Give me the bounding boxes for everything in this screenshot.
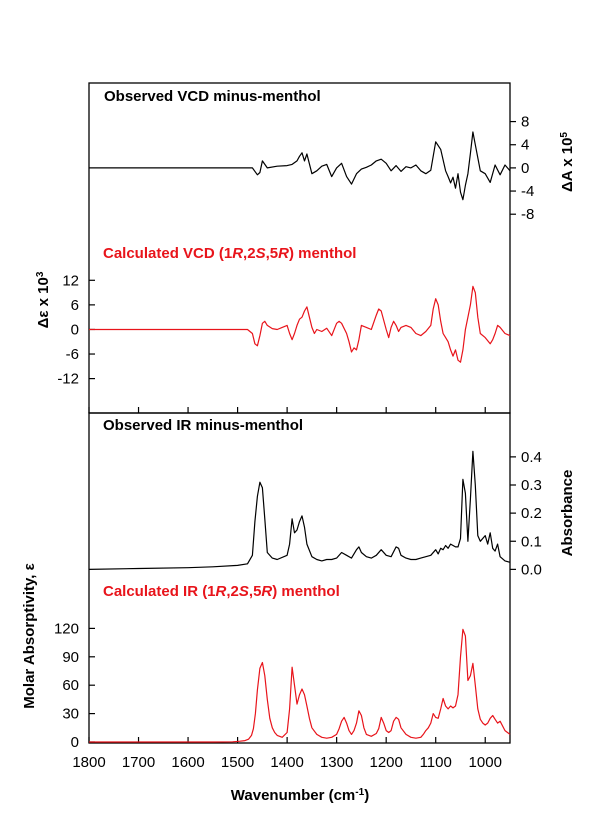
calculated-vcd-title: Calculated VCD (1R,2S,5R) menthol <box>103 245 356 262</box>
x-tick-label: 1100 <box>420 754 452 771</box>
x-tick: 1300 <box>320 407 353 771</box>
y-tick-label: 0.0 <box>521 561 542 578</box>
ir-panel-frame <box>88 412 511 744</box>
panel-frames <box>88 82 511 744</box>
x-tick-label: 1500 <box>221 754 254 771</box>
x-tick: 1000 <box>469 407 502 771</box>
calculated-ir-y-tick: 60 <box>62 677 95 694</box>
x-tick: 1400 <box>270 407 304 771</box>
calculated-vcd-y-tick: -12 <box>57 371 95 388</box>
calculated-vcd-axis-title: Δε x 103 <box>35 271 53 328</box>
observed-vcd-axis-title: ΔA x 105 <box>559 132 577 192</box>
y-tick-label: 120 <box>54 620 79 637</box>
y-tick-label: 0.2 <box>521 505 542 522</box>
x-tick-label: 1600 <box>171 754 204 771</box>
series-layer <box>88 131 511 743</box>
observed-vcd-y-tick: 4 <box>510 137 529 154</box>
calculated-vcd-y-tick: -6 <box>66 346 95 363</box>
calculated-ir-y-tick: 30 <box>62 706 95 723</box>
x-tick: 1100 <box>420 407 452 771</box>
observed-ir-title: Observed IR minus-menthol <box>103 417 303 434</box>
observed-vcd-y-tick: -8 <box>510 206 534 223</box>
calculated-vcd-y-tick: 6 <box>71 297 95 314</box>
y-tick-label: 0.3 <box>521 477 542 494</box>
calculated-ir-series-line <box>89 628 511 743</box>
y-tick-label: 0 <box>521 160 529 177</box>
y-tick-label: 0 <box>71 734 79 751</box>
y-tick-label: -8 <box>521 206 534 223</box>
y-tick-label: 60 <box>62 677 79 694</box>
observed-ir-axis-title: Absorbance <box>559 470 576 557</box>
observed-vcd-y-tick: 8 <box>510 114 529 131</box>
observed-ir-y-tick: 0.0 <box>510 561 542 578</box>
y-tick-label: 90 <box>62 649 79 666</box>
y-tick-label: -12 <box>57 371 79 388</box>
x-tick-label: 1200 <box>369 754 402 771</box>
y-tick-label: 30 <box>62 706 79 723</box>
calculated-vcd-series-line <box>89 285 511 363</box>
observed-vcd-series-line <box>89 131 511 201</box>
observed-ir-series-line <box>88 450 511 570</box>
y-tick-label: -4 <box>521 183 534 200</box>
observed-ir-y-tick: 0.1 <box>510 533 542 550</box>
observed-ir-y-tick: 0.3 <box>510 477 542 494</box>
x-tick-label: 1400 <box>270 754 303 771</box>
y-tick-label: 0 <box>71 321 79 338</box>
x-axis-title: Wavenumber (cm-1) <box>231 787 369 805</box>
x-tick: 1200 <box>369 407 403 771</box>
y-tick-label: 8 <box>521 114 529 131</box>
observed-vcd-y-tick: -4 <box>510 183 534 200</box>
y-tick-label: 12 <box>62 272 79 289</box>
ticks-layer: 840-4-81260-6-120.40.30.20.10.0120906030… <box>54 114 542 771</box>
observed-vcd-y-tick: 0 <box>510 160 529 177</box>
calculated-ir-y-tick: 120 <box>54 620 95 637</box>
y-tick-label: -6 <box>66 346 79 363</box>
x-tick-label: 1800 <box>72 754 105 771</box>
x-tick: 1600 <box>171 407 205 771</box>
observed-vcd-title: Observed VCD minus-menthol <box>104 88 321 105</box>
calculated-ir-title: Calculated IR (1R,2S,5R) menthol <box>103 583 340 600</box>
calculated-vcd-y-tick: 12 <box>62 272 95 289</box>
x-tick-label: 1300 <box>320 754 353 771</box>
x-tick-label: 1700 <box>122 754 155 771</box>
calculated-ir-axis-title: Molar Absorptivity, ε <box>21 563 38 708</box>
y-tick-label: 6 <box>71 297 79 314</box>
calculated-ir-y-tick: 90 <box>62 649 95 666</box>
observed-ir-y-tick: 0.4 <box>510 449 542 466</box>
y-tick-label: 4 <box>521 137 529 154</box>
x-tick-label: 1000 <box>469 754 502 771</box>
observed-ir-y-tick: 0.2 <box>510 505 542 522</box>
y-tick-label: 0.4 <box>521 449 542 466</box>
y-tick-label: 0.1 <box>521 533 542 550</box>
